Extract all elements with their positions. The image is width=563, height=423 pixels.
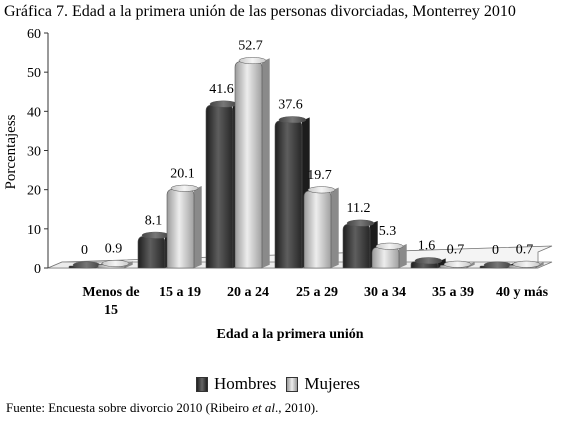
data-label: 20.1 [170,166,195,181]
bar-top [73,262,100,268]
source-prefix: Fuente: Encuesta sobre divorcio 2010 (Ri… [6,400,252,415]
x-tick-label: 40 y más [496,285,549,300]
bar-mujeres [372,243,407,268]
x-tick-label: 30 a 34 [364,285,406,300]
legend-swatch-mujeres [286,377,298,392]
legend-label-hombres: Hombres [214,374,276,394]
source-suffix: ., 2010). [275,400,318,415]
x-tick-label: Menos de 15 [82,285,139,318]
y-tick-label: 50 [27,66,41,81]
data-label: 11.2 [347,201,371,216]
bar-top [102,260,129,266]
legend-label-mujeres: Mujeres [304,374,360,394]
x-tick-label: 35 a 39 [432,285,474,300]
bar-top [484,262,511,268]
data-label: 5.3 [379,224,397,239]
bar-top [444,261,471,267]
data-label: 8.1 [145,213,163,228]
data-label: 1.6 [418,239,436,254]
x-tick-label: 25 a 29 [296,285,338,300]
source-italic: et al [252,400,275,415]
data-label: 19.7 [307,168,332,183]
legend-swatch-hombres [196,377,208,392]
y-axis-label: Porcentajess [3,114,19,189]
y-tick-label: 60 [27,27,41,42]
bar-top [513,261,540,267]
bar-side [262,58,270,268]
bar-front [372,247,399,268]
bar-top [347,220,374,226]
x-tick-label: 20 a 24 [227,285,269,300]
bar-mujeres [167,185,202,268]
x-tick-label: 15 a 19 [159,285,201,300]
x-axis-label: Edad a la primera unión [216,327,363,342]
bar-top [171,185,198,191]
bar-side [331,188,339,268]
bar-front [167,189,194,268]
data-label: 52.7 [238,39,263,54]
bar-front [138,236,165,268]
bar-front [304,191,331,268]
bar-front [206,105,233,268]
data-label: 37.6 [278,98,303,113]
bar-top [142,232,169,238]
y-tick-label: 20 [27,184,41,199]
bar-front [275,121,302,268]
data-label: 0.7 [447,242,465,257]
data-label: 0.7 [516,242,534,257]
bar-front [235,62,262,268]
bar-top [210,101,237,107]
bar-top [415,258,442,264]
data-label: 0 [81,243,88,258]
bar-top [376,243,403,249]
data-label: 0.9 [105,241,123,256]
data-label: 41.6 [209,82,234,97]
bar-mujeres [235,57,270,268]
legend: Hombres Mujeres [196,374,360,394]
source-note: Fuente: Encuesta sobre divorcio 2010 (Ri… [6,400,318,416]
y-tick-label: 10 [27,223,41,238]
data-label: 0 [492,243,499,258]
bar-top [308,187,335,193]
bar-top [239,57,266,63]
bar-front [343,224,370,268]
bar-top [279,117,306,123]
bar-mujeres [304,187,339,268]
y-tick-label: 30 [27,145,41,160]
bar-side [194,186,202,268]
y-tick-label: 0 [34,262,41,277]
y-tick-label: 40 [27,105,41,120]
